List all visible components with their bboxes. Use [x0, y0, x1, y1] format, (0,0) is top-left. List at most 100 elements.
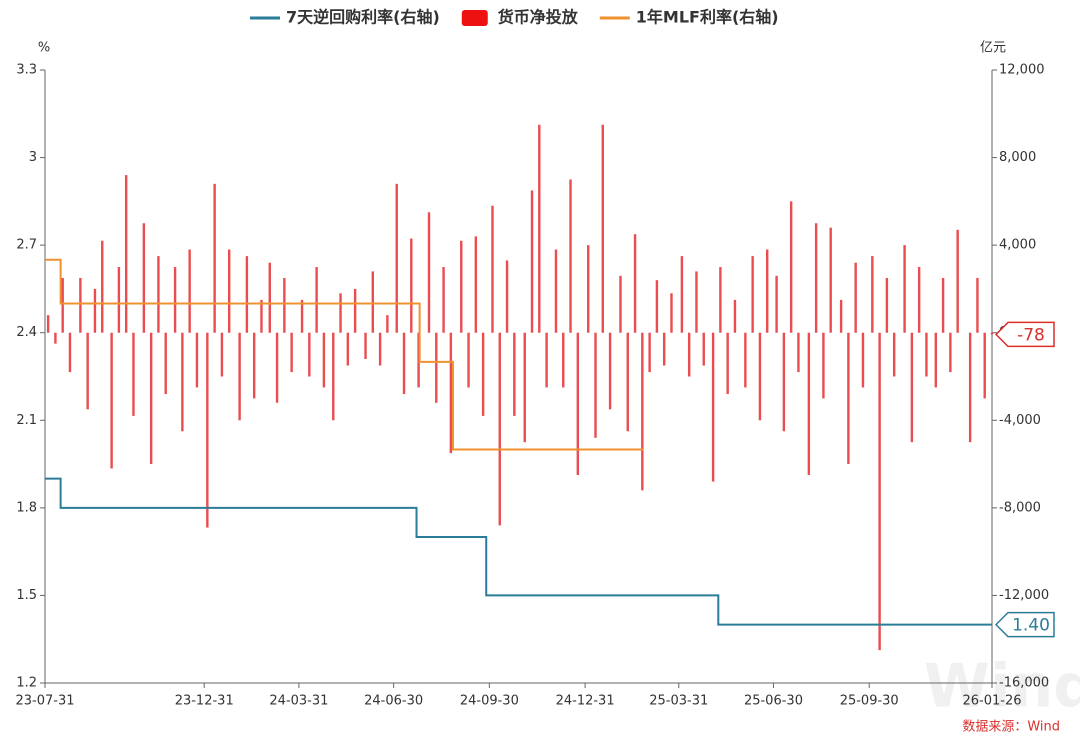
- bar: [885, 277, 889, 333]
- bar: [871, 256, 874, 333]
- bar: [789, 201, 793, 333]
- bar: [283, 277, 286, 333]
- y2-tick-label: 12,000: [999, 63, 1045, 78]
- bar: [775, 275, 778, 333]
- bar: [346, 332, 350, 366]
- bar: [498, 332, 501, 526]
- bar: [142, 223, 146, 333]
- x-tick-label: 23-12-31: [175, 694, 234, 709]
- bar: [983, 332, 986, 399]
- bar: [427, 212, 431, 333]
- bar: [641, 332, 644, 491]
- y2-tick-label: -12,000: [999, 588, 1049, 603]
- bar: [157, 256, 160, 333]
- bar: [300, 299, 304, 333]
- x-tick-label: 26-01-26: [962, 694, 1021, 709]
- bar: [245, 256, 249, 333]
- y-tick-label: 2.1: [16, 413, 37, 428]
- bar: [61, 277, 64, 333]
- y-tick-label: 3: [29, 150, 37, 165]
- bar: [308, 332, 311, 377]
- callout-label: -78: [1017, 325, 1045, 345]
- callout-box: [994, 321, 1055, 348]
- y2-tick-label: -8,000: [999, 500, 1041, 515]
- bar: [545, 332, 548, 388]
- callout-box: [994, 611, 1055, 638]
- bar: [268, 262, 271, 333]
- bar: [594, 332, 597, 438]
- bar: [410, 238, 413, 333]
- bar: [332, 332, 335, 421]
- bar: [378, 332, 382, 366]
- bar: [680, 256, 684, 333]
- bar: [878, 332, 881, 651]
- bar: [275, 332, 279, 403]
- bar: [655, 280, 659, 333]
- source: 数据来源：Wind: [962, 720, 1060, 735]
- bar: [460, 240, 463, 333]
- bar: [576, 332, 580, 476]
- x-tick-label: 25-06-30: [744, 694, 803, 709]
- bar: [822, 332, 825, 399]
- bar: [662, 332, 666, 366]
- bar: [206, 332, 209, 528]
- legend-label: 1年MLF利率(右轴): [636, 8, 779, 27]
- bar: [402, 332, 406, 395]
- y-tick-label: 1.8: [16, 500, 37, 515]
- bar: [364, 332, 367, 359]
- bar: [941, 277, 945, 333]
- bar: [449, 332, 453, 454]
- callout-label: 1.40: [1012, 616, 1050, 636]
- bar: [829, 227, 832, 333]
- bar: [417, 332, 420, 388]
- bar: [474, 236, 478, 333]
- bar: [695, 271, 698, 333]
- bar: [587, 245, 590, 333]
- bar: [892, 332, 896, 377]
- y-tick-label: 2.4: [16, 325, 37, 340]
- x-tick-label: 25-03-31: [649, 694, 708, 709]
- legend-swatch: [461, 10, 488, 26]
- bar: [442, 267, 445, 333]
- x-tick-label: 23-07-31: [15, 694, 74, 709]
- bar: [601, 124, 604, 333]
- bar: [719, 267, 722, 333]
- bar: [220, 332, 224, 377]
- y-unit: %: [38, 41, 50, 56]
- bar: [86, 332, 89, 410]
- line: [45, 477, 992, 626]
- bar: [670, 293, 673, 333]
- bar: [117, 267, 121, 333]
- bar: [93, 288, 97, 333]
- y2-tick-label: -4,000: [999, 413, 1041, 428]
- bar: [173, 267, 177, 333]
- bar: [322, 332, 326, 388]
- bar: [702, 332, 705, 366]
- bar: [124, 175, 128, 333]
- bar: [435, 332, 438, 403]
- bar: [608, 332, 612, 410]
- bar: [782, 332, 786, 432]
- bar: [633, 234, 637, 333]
- bar: [481, 332, 485, 416]
- y-tick-label: 3.3: [16, 63, 37, 78]
- watermark: Wind: [924, 652, 1080, 722]
- bar: [491, 205, 494, 333]
- legend-label: 7天逆回购利率(右轴): [286, 8, 440, 27]
- bar: [910, 332, 914, 443]
- bar: [195, 332, 199, 388]
- bar: [554, 249, 558, 333]
- bar: [956, 229, 959, 333]
- bar: [925, 332, 928, 377]
- bar: [917, 267, 921, 333]
- y2-tick-label: -16,000: [999, 676, 1049, 691]
- y2-unit: 亿元: [980, 41, 1006, 56]
- bar: [847, 332, 850, 465]
- bar: [315, 267, 318, 333]
- x-tick-label: 25-09-30: [840, 694, 899, 709]
- bar: [79, 277, 82, 333]
- bar: [252, 332, 256, 399]
- bar: [110, 332, 113, 469]
- y-tick-label: 2.7: [16, 238, 37, 253]
